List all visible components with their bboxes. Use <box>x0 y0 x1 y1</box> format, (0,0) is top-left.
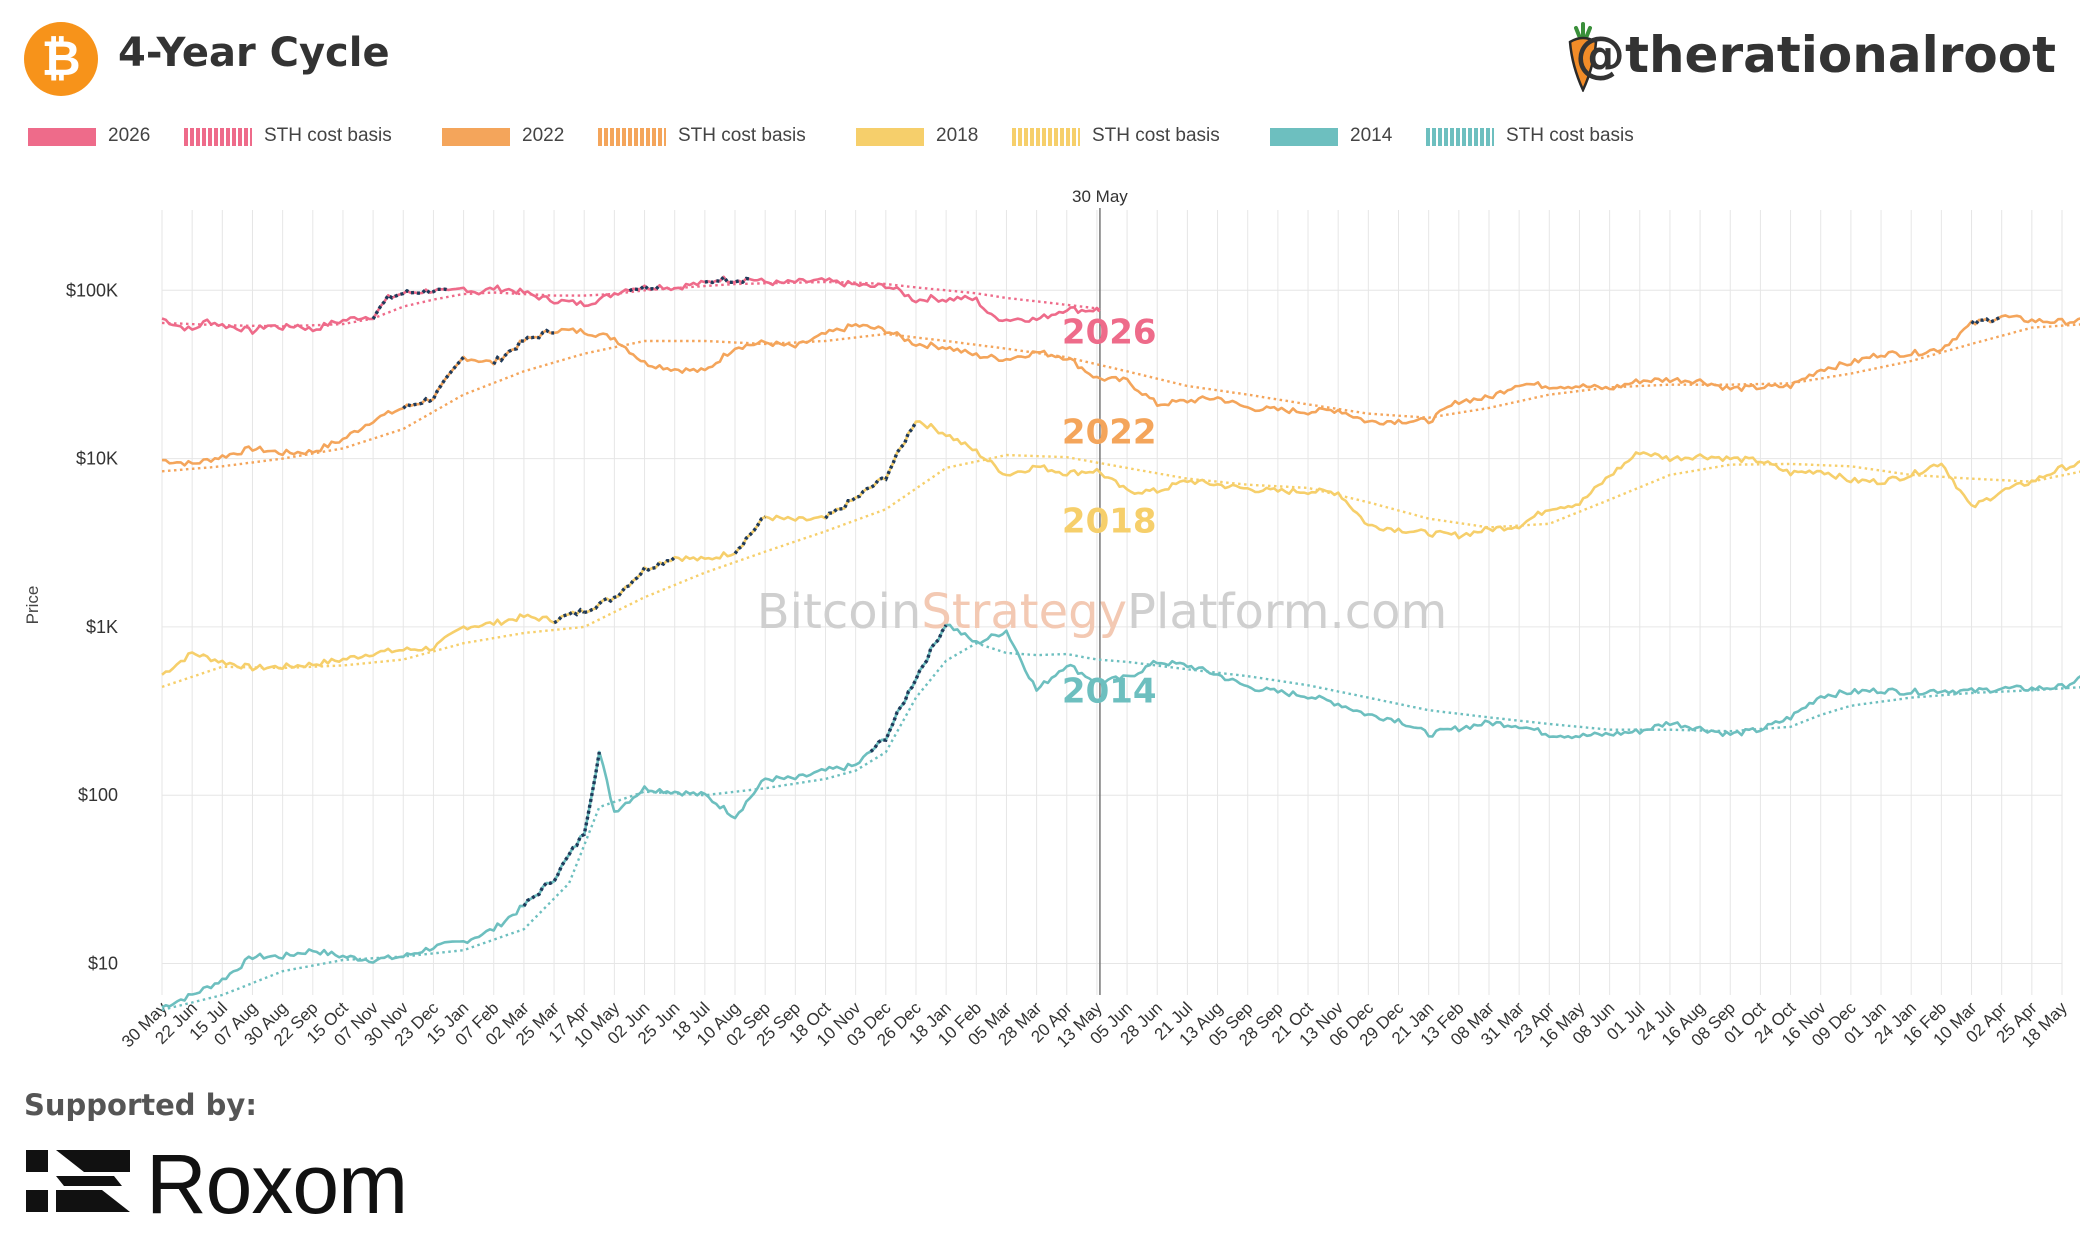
legend-swatch <box>28 128 96 146</box>
legend-label: STH cost basis <box>1092 125 1220 146</box>
series-line-sth-cost-basis-5 <box>161 453 2080 689</box>
legend-swatch <box>856 128 924 146</box>
series-line-2022-2 <box>161 314 2080 467</box>
supported-by-label: Supported by: <box>24 1088 257 1122</box>
watermark-part: Platform.com <box>1127 584 1447 640</box>
legend-swatch <box>598 128 666 146</box>
legend-label: 2014 <box>1350 125 1393 146</box>
legend-swatch <box>184 128 252 146</box>
series-line-2018-4 <box>161 420 2080 676</box>
author-handle[interactable]: @therationalroot <box>1575 26 2056 84</box>
highlight-segment <box>869 624 948 753</box>
legend-label: 2018 <box>936 125 979 146</box>
legend-label: 2022 <box>522 125 565 146</box>
highlight-segment <box>704 274 751 285</box>
legend-swatch <box>1012 128 1080 146</box>
series-annotation: 2026 <box>1062 312 1157 352</box>
watermark-part: Bitcoin <box>757 584 922 640</box>
legend-label: STH cost basis <box>264 125 392 146</box>
series-annotation: 2014 <box>1062 671 1157 711</box>
y-tick-label: $1K <box>86 617 118 637</box>
watermark-part: Strategy <box>921 584 1127 640</box>
series-annotation: 2022 <box>1062 412 1157 452</box>
y-axis-title: Price <box>23 586 42 625</box>
bitcoin-icon: ₿ <box>24 22 98 96</box>
highlight-segment <box>733 515 767 555</box>
sponsor-name[interactable]: Roxom <box>146 1137 408 1231</box>
legend-label: STH cost basis <box>1506 125 1634 146</box>
highlight-segment <box>583 555 676 615</box>
y-tick-label: $10 <box>88 954 118 974</box>
watermark: BitcoinStrategyPlatform.com <box>757 584 1447 640</box>
carrot-icon <box>1568 22 1598 92</box>
legend-label: STH cost basis <box>678 125 806 146</box>
y-tick-label: $100K <box>66 280 118 300</box>
roxom-logo-icon <box>26 1150 130 1212</box>
highlight-segment <box>553 607 586 625</box>
series-annotation: 2018 <box>1062 501 1157 541</box>
bitcoin-glyph: ₿ <box>41 31 81 87</box>
legend-label: 2026 <box>108 125 151 146</box>
y-tick-label: $10K <box>76 449 118 469</box>
legend-swatch <box>1270 128 1338 146</box>
chart-legend: 2026 STH cost basis 2022 STH cost basis 2018… <box>28 122 1928 152</box>
series-line-sth-cost-basis-7 <box>161 642 2080 1012</box>
marker-label: 30 May <box>1072 187 1128 206</box>
highlight-segment <box>522 751 601 908</box>
header: ₿ 4-Year Cycle @therationalroot <box>24 22 2056 98</box>
legend-swatch <box>1426 128 1494 146</box>
highlight-segment <box>824 420 918 520</box>
legend-swatch <box>442 128 510 146</box>
series-line-2026-0 <box>161 275 1101 335</box>
y-tick-label: $100 <box>78 785 118 805</box>
series-line-2014-6 <box>161 623 2080 1009</box>
series-line-sth-cost-basis-1 <box>161 280 1101 328</box>
chart-title: 4-Year Cycle <box>118 30 390 76</box>
highlight-segment <box>1970 314 2003 327</box>
